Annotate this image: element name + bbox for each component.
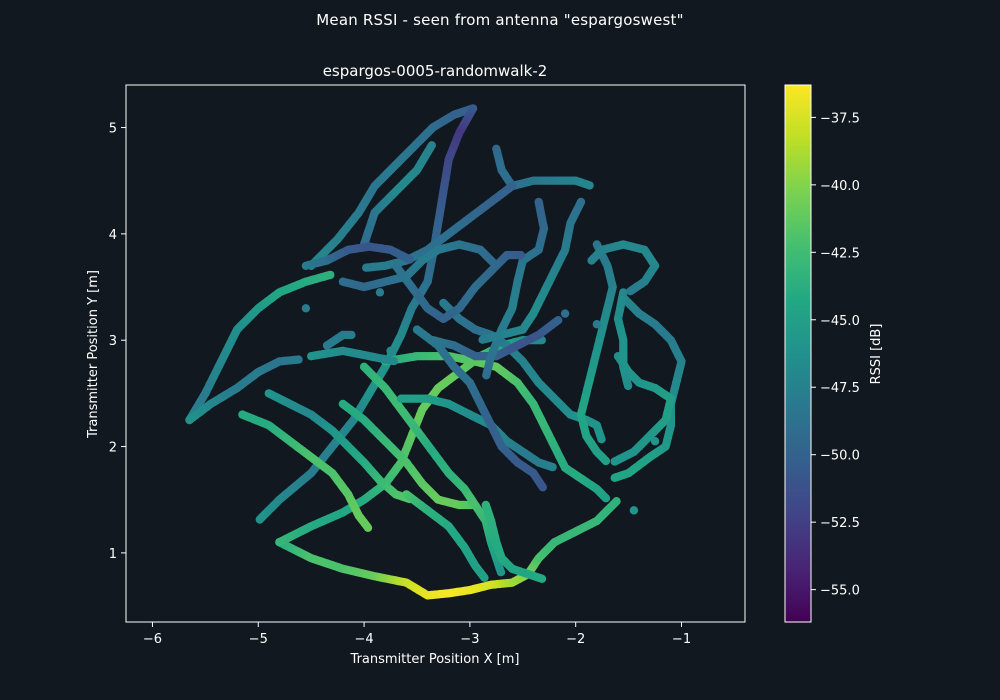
- x-tick-label: −2: [566, 632, 585, 647]
- colorbar-tick-label: −37.5: [820, 111, 860, 126]
- scatter-point: [650, 437, 660, 446]
- scatter-point: [294, 355, 303, 364]
- y-tick-label: 2: [109, 441, 117, 456]
- x-axis: −6 −5 −4 −3 −2 −1: [143, 622, 691, 647]
- scatter-point: [538, 483, 547, 492]
- x-axis-label: Transmitter Position X [m]: [350, 652, 520, 667]
- colorbar: [784, 84, 812, 623]
- scatter-point: [480, 573, 489, 582]
- scatter-point: [592, 320, 602, 329]
- plot-frame: [125, 84, 746, 623]
- scatter-point: [623, 381, 633, 391]
- scatter-point: [612, 497, 621, 506]
- scatter-point: [597, 435, 606, 444]
- scatter-point: [363, 523, 373, 532]
- scatter-point: [554, 316, 563, 325]
- scatter-point: [610, 457, 619, 466]
- plot-title: espargos-0005-randomwalk-2: [323, 62, 548, 80]
- x-tick-label: −5: [249, 632, 268, 647]
- scatter-point: [326, 270, 335, 280]
- scatter-point: [482, 371, 491, 380]
- scatter-point: [629, 506, 639, 515]
- scatter-point: [610, 473, 619, 482]
- y-tick-label: 4: [109, 228, 117, 243]
- scatter-point: [386, 346, 395, 356]
- figure-suptitle: Mean RSSI - seen from antenna "espargosw…: [316, 11, 684, 29]
- scatter-point: [537, 574, 547, 583]
- x-tick-label: −4: [354, 632, 373, 647]
- x-tick-label: −6: [143, 632, 162, 647]
- scatter-point: [347, 330, 356, 340]
- x-tick-label: −1: [672, 632, 691, 647]
- y-axis: 1 2 3 4 5: [109, 122, 126, 562]
- scatter-points: [185, 104, 686, 600]
- scatter-point: [516, 250, 525, 260]
- colorbar-tick-label: −50.0: [820, 449, 860, 464]
- scatter-point: [375, 288, 385, 297]
- scatter-point: [496, 568, 506, 577]
- colorbar-ticks: −55.0 −52.5 −50.0 −47.5 −45.0 −42.5 −40.0 −37.5: [811, 111, 860, 599]
- scatter-point: [626, 287, 635, 296]
- scatter-point: [301, 304, 311, 313]
- scatter-point: [405, 255, 414, 264]
- colorbar-tick-label: −40.0: [820, 179, 860, 194]
- colorbar-tick-label: −55.0: [820, 584, 860, 599]
- y-tick-label: 1: [109, 547, 117, 562]
- y-axis-label: Transmitter Position Y [m]: [86, 270, 101, 439]
- colorbar-label: RSSI [dB]: [869, 324, 884, 385]
- scatter-point: [490, 260, 500, 269]
- colorbar-tick-label: −52.5: [820, 516, 860, 531]
- scatter-point: [362, 263, 371, 272]
- colorbar-tick-label: −42.5: [820, 246, 860, 261]
- scatter-point: [389, 356, 398, 366]
- x-tick-label: −3: [460, 632, 479, 647]
- scatter-point: [548, 462, 557, 472]
- colorbar-tick-label: −45.0: [820, 314, 860, 329]
- scatter-point: [427, 141, 436, 150]
- y-tick-label: 3: [109, 334, 117, 349]
- scatter-point: [560, 309, 570, 318]
- scatter-point: [478, 335, 487, 344]
- scatter-point: [469, 499, 479, 508]
- scatter-point: [255, 515, 264, 524]
- scatter-point: [601, 494, 611, 503]
- scatter-point: [601, 456, 611, 466]
- y-tick-label: 5: [109, 122, 117, 137]
- scatter-point: [585, 181, 594, 190]
- colorbar-tick-label: −47.5: [820, 381, 860, 396]
